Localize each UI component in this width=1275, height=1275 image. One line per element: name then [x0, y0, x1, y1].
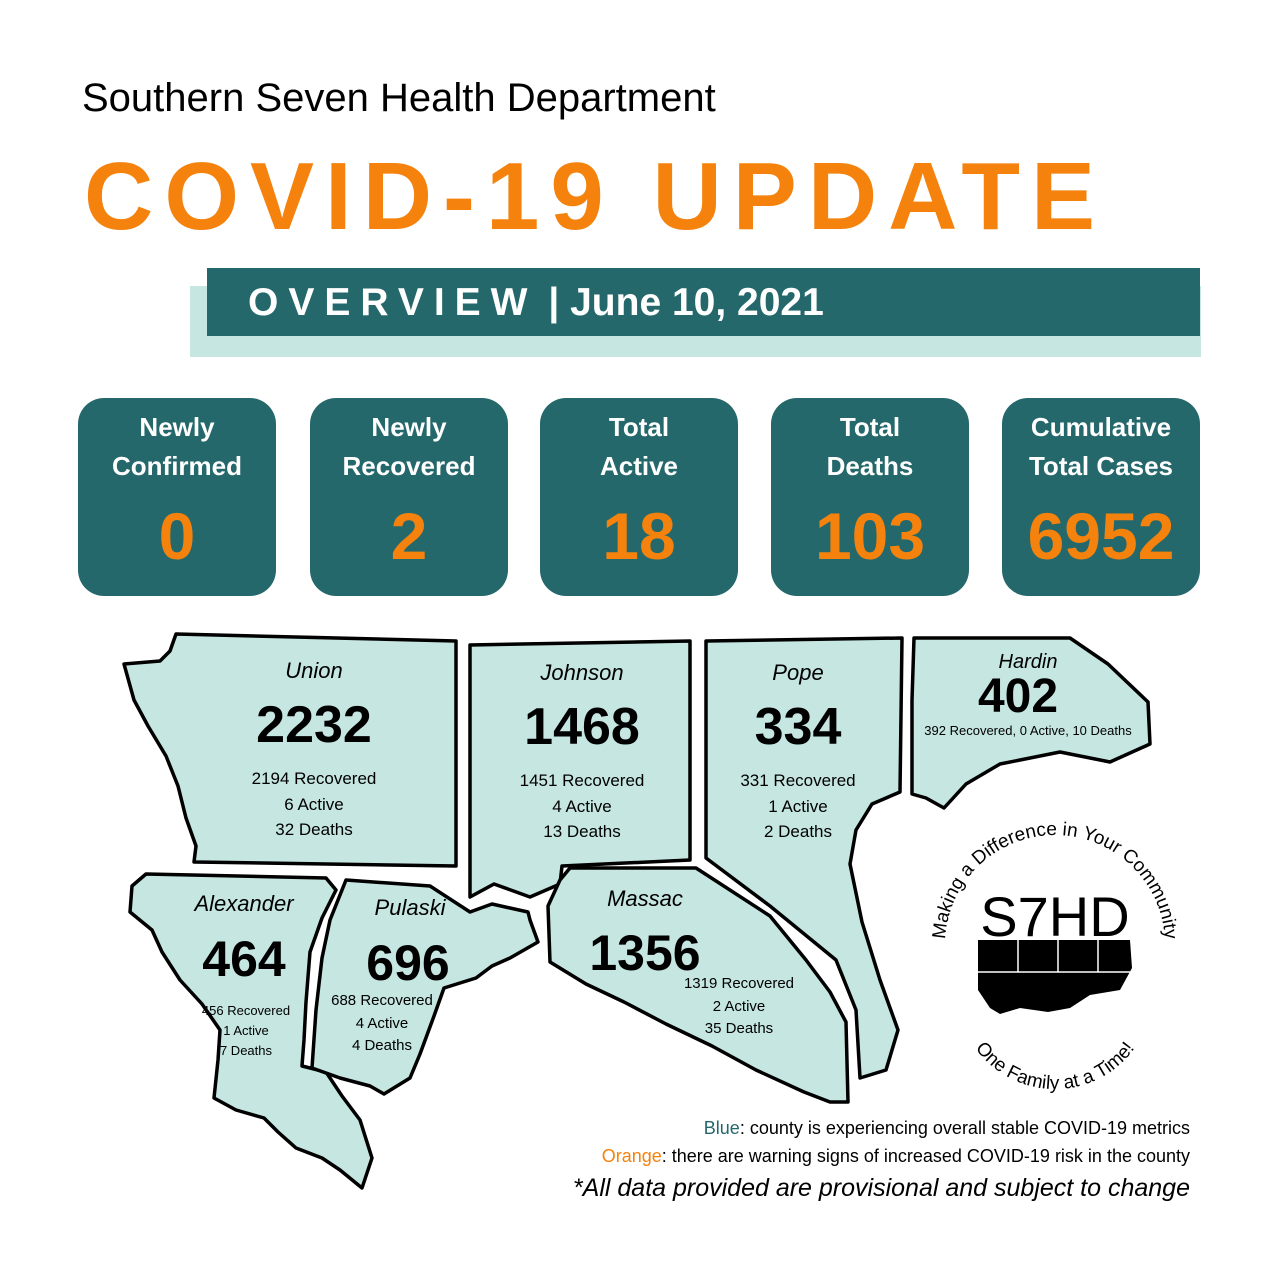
- county-name-alexander: Alexander: [192, 891, 295, 916]
- county-shape-alexander: [128, 872, 374, 1190]
- card-total-active: Total Active 18: [540, 398, 738, 596]
- county-recovered-massac: 1319 Recovered: [684, 975, 794, 992]
- card-value: 2: [390, 499, 428, 573]
- county-active-pope: 1 Active: [768, 797, 828, 816]
- county-total-alexander: 464: [202, 931, 286, 987]
- county-deaths-johnson: 13 Deaths: [543, 822, 621, 841]
- county-shape-hardin: [910, 636, 1152, 810]
- county-active-johnson: 4 Active: [552, 797, 612, 816]
- county-name-hardin: Hardin: [999, 651, 1058, 673]
- card-label: Cumulative Total Cases: [1028, 412, 1173, 481]
- disclaimer: *All data provided are provisional and s…: [572, 1174, 1190, 1202]
- county-name-pope: Pope: [772, 660, 823, 685]
- card-value: 0: [158, 499, 196, 573]
- legend-blue-word: Blue: [703, 1118, 740, 1138]
- county-name-pulaski: Pulaski: [375, 895, 447, 920]
- card-total-deaths: Total Deaths 103: [771, 398, 969, 596]
- card-newly-recovered: Newly Recovered 2: [310, 398, 508, 596]
- card-label: Total Active: [599, 412, 679, 481]
- card-label: Newly Confirmed: [112, 412, 242, 481]
- county-shape-massac: [546, 866, 850, 1104]
- banner-separator: |: [548, 281, 560, 324]
- card-newly-confirmed: Newly Confirmed 0: [78, 398, 276, 596]
- county-total-johnson: 1468: [524, 698, 640, 756]
- county-shape-union: [122, 632, 458, 868]
- legend-orange: Orange: there are warning signs of incre…: [602, 1146, 1190, 1167]
- county-deaths-massac: 35 Deaths: [705, 1020, 773, 1037]
- banner-text: OVERVIEW | June 10, 2021: [248, 268, 824, 336]
- county-shape-pulaski: [310, 878, 540, 1096]
- page-title: COVID-19 UPDATE: [84, 143, 1107, 250]
- card-label: Newly Recovered: [342, 412, 476, 481]
- county-name-johnson: Johnson: [539, 660, 623, 685]
- banner-label: OVERVIEW: [248, 281, 538, 324]
- card-label: Total Deaths: [826, 412, 914, 481]
- card-value: 6952: [1027, 499, 1175, 573]
- county-deaths-union: 32 Deaths: [275, 820, 353, 839]
- county-total-union: 2232: [256, 696, 372, 754]
- county-active-massac: 2 Active: [713, 998, 766, 1015]
- county-deaths-pope: 2 Deaths: [764, 822, 832, 841]
- legend-blue-text: : county is experiencing overall stable …: [739, 1118, 1190, 1138]
- county-recovered-johnson: 1451 Recovered: [520, 771, 645, 790]
- county-recovered-union: 2194 Recovered: [252, 769, 377, 788]
- legend-blue: Blue: county is experiencing overall sta…: [704, 1118, 1190, 1139]
- logo-slogan-bottom: One Family at a Time!: [971, 1038, 1139, 1094]
- county-deaths-alexander: 7 Deaths: [220, 1043, 273, 1058]
- county-total-hardin: 402: [978, 670, 1058, 723]
- overview-banner: [207, 268, 1200, 336]
- card-value: 103: [814, 499, 926, 573]
- organization-name: Southern Seven Health Department: [82, 76, 716, 120]
- county-active-pulaski: 4 Active: [356, 1015, 409, 1032]
- county-name-massac: Massac: [607, 886, 683, 911]
- county-total-massac: 1356: [589, 925, 700, 981]
- logo-wordmark: S7HD: [980, 885, 1129, 948]
- legend-orange-text: : there are warning signs of increased C…: [661, 1146, 1190, 1166]
- county-active-alexander: 1 Active: [223, 1023, 269, 1038]
- county-recovered-pope: 331 Recovered: [740, 771, 855, 790]
- logo-region-silhouette: [978, 940, 1132, 1014]
- county-recovered-pulaski: 688 Recovered: [331, 992, 433, 1009]
- county-total-pope: 334: [755, 698, 842, 756]
- county-recovered-alexander: 456 Recovered: [202, 1003, 290, 1018]
- county-summary-hardin: 392 Recovered, 0 Active, 10 Deaths: [924, 723, 1132, 738]
- card-value: 18: [602, 499, 676, 573]
- county-shape-pope: [704, 636, 904, 1080]
- county-total-pulaski: 696: [366, 935, 449, 991]
- county-deaths-pulaski: 4 Deaths: [352, 1037, 412, 1054]
- legend-orange-word: Orange: [601, 1146, 662, 1166]
- banner-date: June 10, 2021: [570, 281, 824, 324]
- card-cumulative-total-cases: Cumulative Total Cases 6952: [1002, 398, 1200, 596]
- county-active-union: 6 Active: [284, 795, 344, 814]
- county-name-union: Union: [285, 658, 342, 683]
- s7hd-logo: Making a Difference in Your Community On…: [929, 819, 1181, 1094]
